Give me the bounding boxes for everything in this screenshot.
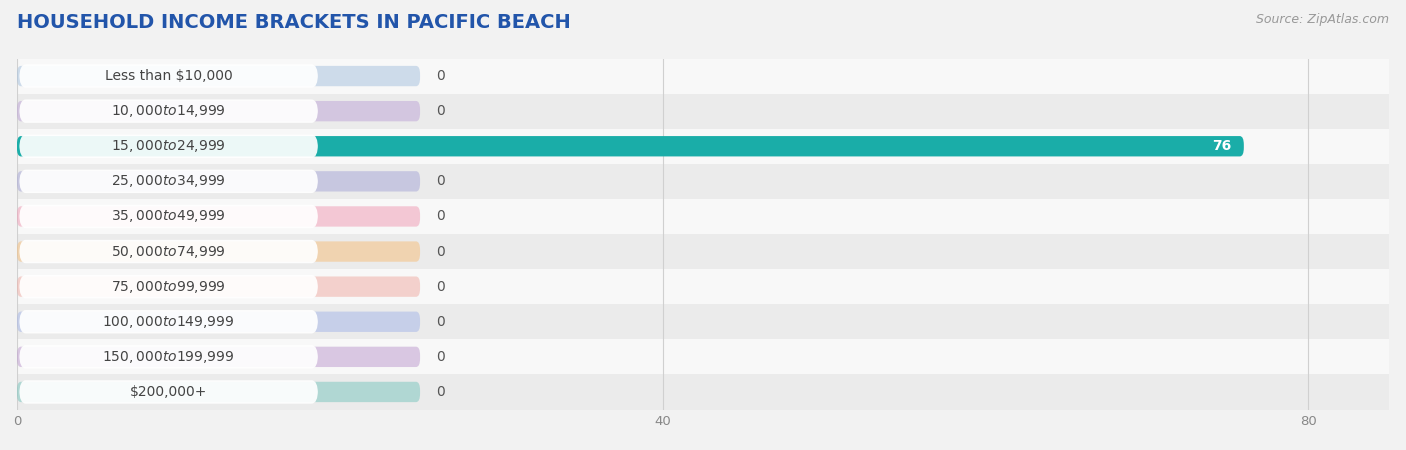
Bar: [17, 129, 1389, 164]
Text: HOUSEHOLD INCOME BRACKETS IN PACIFIC BEACH: HOUSEHOLD INCOME BRACKETS IN PACIFIC BEA…: [17, 14, 571, 32]
Bar: [17, 304, 1389, 339]
Bar: [17, 94, 1389, 129]
Text: $35,000 to $49,999: $35,000 to $49,999: [111, 208, 226, 225]
Bar: [17, 234, 1389, 269]
FancyBboxPatch shape: [17, 136, 1244, 157]
Bar: [17, 164, 1389, 199]
FancyBboxPatch shape: [17, 311, 420, 332]
FancyBboxPatch shape: [20, 205, 318, 228]
Text: 0: 0: [436, 385, 444, 399]
FancyBboxPatch shape: [17, 206, 420, 227]
Text: 0: 0: [436, 174, 444, 189]
FancyBboxPatch shape: [17, 276, 420, 297]
FancyBboxPatch shape: [20, 240, 318, 263]
Bar: [17, 269, 1389, 304]
Text: $200,000+: $200,000+: [129, 385, 207, 399]
Bar: [17, 374, 1389, 410]
FancyBboxPatch shape: [17, 382, 420, 402]
FancyBboxPatch shape: [20, 170, 318, 193]
FancyBboxPatch shape: [20, 64, 318, 88]
Text: Source: ZipAtlas.com: Source: ZipAtlas.com: [1256, 14, 1389, 27]
Bar: [17, 58, 1389, 94]
FancyBboxPatch shape: [17, 346, 420, 367]
FancyBboxPatch shape: [17, 101, 420, 122]
Text: 0: 0: [436, 279, 444, 294]
Text: $15,000 to $24,999: $15,000 to $24,999: [111, 138, 226, 154]
Text: $100,000 to $149,999: $100,000 to $149,999: [103, 314, 235, 330]
Text: 0: 0: [436, 104, 444, 118]
FancyBboxPatch shape: [20, 99, 318, 123]
Text: $50,000 to $74,999: $50,000 to $74,999: [111, 243, 226, 260]
FancyBboxPatch shape: [20, 135, 318, 158]
FancyBboxPatch shape: [20, 310, 318, 333]
Text: $10,000 to $14,999: $10,000 to $14,999: [111, 103, 226, 119]
FancyBboxPatch shape: [20, 345, 318, 369]
Text: 0: 0: [436, 315, 444, 329]
FancyBboxPatch shape: [20, 275, 318, 298]
FancyBboxPatch shape: [17, 241, 420, 262]
Text: 76: 76: [1212, 139, 1230, 153]
FancyBboxPatch shape: [17, 171, 420, 192]
Text: 0: 0: [436, 350, 444, 364]
Text: $150,000 to $199,999: $150,000 to $199,999: [103, 349, 235, 365]
Text: $25,000 to $34,999: $25,000 to $34,999: [111, 173, 226, 189]
Bar: [17, 339, 1389, 374]
FancyBboxPatch shape: [17, 66, 420, 86]
Text: Less than $10,000: Less than $10,000: [105, 69, 232, 83]
Bar: [17, 199, 1389, 234]
Text: $75,000 to $99,999: $75,000 to $99,999: [111, 279, 226, 295]
Text: 0: 0: [436, 69, 444, 83]
FancyBboxPatch shape: [20, 380, 318, 404]
Text: 0: 0: [436, 209, 444, 224]
Text: 0: 0: [436, 244, 444, 259]
